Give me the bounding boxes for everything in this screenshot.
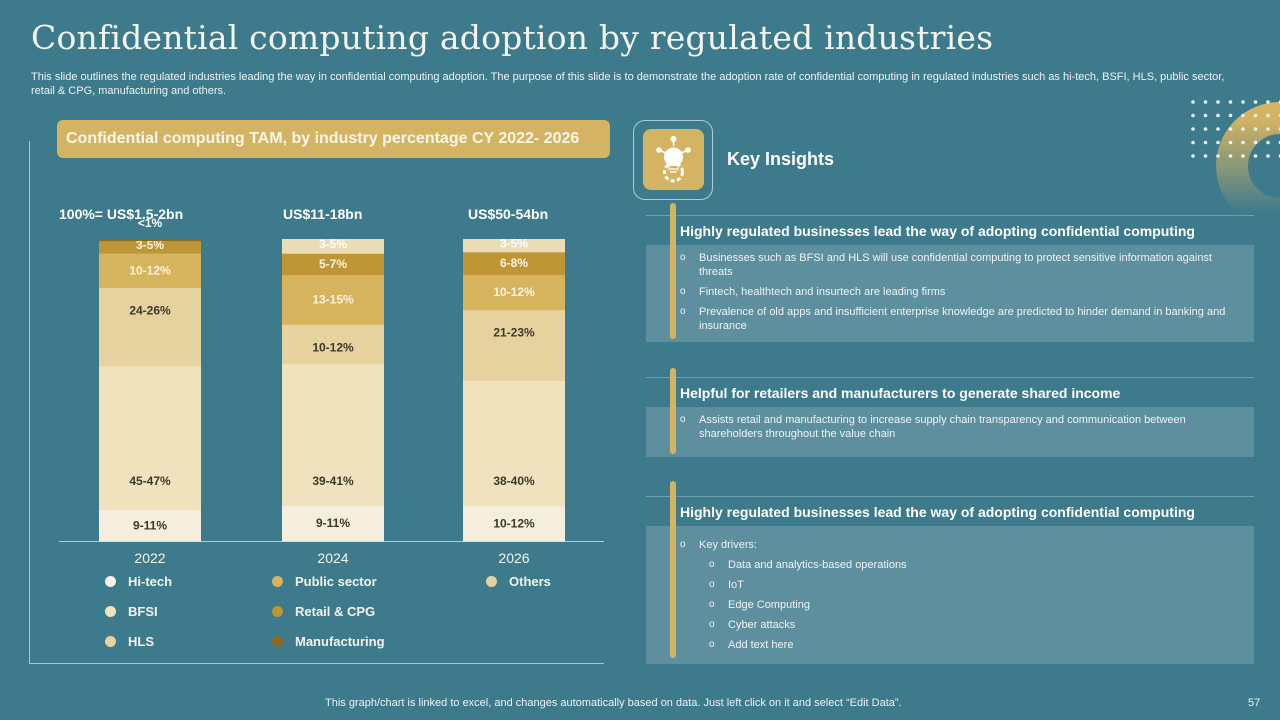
- lightbulb-gear-icon: [643, 129, 704, 190]
- decorative-ring-dots: [1191, 100, 1280, 230]
- x-tick-2026: 2026: [498, 550, 530, 566]
- decor-dot: [1216, 113, 1220, 118]
- bar-total-2026: US$50-54bn: [468, 206, 549, 222]
- insight-bullets: Assists retail and manufacturing to incr…: [680, 413, 1240, 447]
- bullet-item: Prevalence of old apps and insufficient …: [680, 305, 1240, 333]
- decor-dot: [1241, 154, 1245, 158]
- insight-card-1: Highly regulated businesses lead the way…: [646, 203, 1254, 342]
- legend-swatch: [272, 576, 283, 587]
- decor-dot: [1228, 140, 1233, 145]
- decor-dot: [1228, 113, 1233, 118]
- legend-item-manufacturing: Manufacturing: [272, 634, 385, 649]
- decor-dot: [1266, 154, 1270, 158]
- legend-swatch: [105, 636, 116, 647]
- chart-frame: [29, 141, 604, 664]
- decor-dot: [1241, 140, 1245, 145]
- decor-dot: [1203, 113, 1208, 118]
- insight-bullets: Businesses such as BFSI and HLS will use…: [680, 251, 1240, 339]
- insight-card-2: Helpful for retailers and manufacturers …: [646, 368, 1254, 457]
- slide-title: Confidential computing adoption by regul…: [31, 18, 994, 57]
- decor-dot: [1203, 100, 1208, 104]
- accent-bar: [670, 481, 676, 658]
- footer-note: This graph/chart is linked to excel, and…: [325, 697, 902, 709]
- legend-swatch: [105, 606, 116, 617]
- decor-dot: [1266, 113, 1270, 118]
- bullet-item: Fintech, healthtech and insurtech are le…: [680, 285, 1240, 299]
- legend-item-public-sector: Public sector: [272, 574, 377, 589]
- legend-swatch: [486, 576, 497, 587]
- insight-heading: Highly regulated businesses lead the way…: [680, 223, 1195, 239]
- legend-label: Retail & CPG: [295, 604, 376, 619]
- decor-dot: [1203, 154, 1208, 158]
- decor-dot: [1253, 127, 1258, 131]
- decor-dot: [1191, 113, 1195, 118]
- sub-bullet-item: Edge Computing: [709, 598, 1240, 612]
- insight-card-3: Highly regulated businesses lead the way…: [646, 481, 1254, 664]
- legend-item-hls: HLS: [105, 634, 154, 649]
- decor-dot: [1228, 127, 1233, 131]
- decor-dot: [1253, 154, 1258, 158]
- legend-item-retail-cpg: Retail & CPG: [272, 604, 375, 619]
- divider: [646, 377, 1254, 378]
- sub-bullet-item: Data and analytics-based operations: [709, 558, 1240, 572]
- legend-swatch: [105, 576, 116, 587]
- divider: [646, 496, 1254, 497]
- legend-item-bfsi: BFSI: [105, 604, 158, 619]
- decor-dot: [1266, 100, 1270, 104]
- legend-label: Manufacturing: [295, 634, 385, 649]
- bullet-item: Assists retail and manufacturing to incr…: [680, 413, 1240, 441]
- decor-dot: [1253, 140, 1258, 145]
- decor-dot: [1253, 113, 1258, 118]
- x-tick-2022: 2022: [134, 550, 166, 566]
- legend-label: Public sector: [295, 574, 377, 589]
- decor-dot: [1241, 100, 1245, 104]
- legend-swatch: [272, 606, 283, 617]
- decor-dot: [1253, 100, 1258, 104]
- bar-total-2022: 100%= US$1.5-2bn: [59, 206, 184, 222]
- page-number: 57: [1248, 697, 1261, 709]
- sub-bullet-item: Add text here: [709, 638, 1240, 652]
- insight-heading: Helpful for retailers and manufacturers …: [680, 385, 1121, 401]
- legend-label: Hi-tech: [128, 574, 173, 589]
- accent-bar: [670, 203, 676, 339]
- sub-bullet-item: IoT: [709, 578, 1240, 592]
- x-tick-2024: 2024: [317, 550, 349, 566]
- decor-dot: [1191, 154, 1195, 158]
- key-insights-title: Key Insights: [727, 149, 835, 169]
- decor-dot: [1216, 100, 1220, 104]
- legend-item-hi-tech: Hi-tech: [105, 574, 172, 589]
- decor-dot: [1228, 100, 1233, 104]
- decor-dot: [1203, 127, 1208, 131]
- decor-dot: [1241, 127, 1245, 131]
- key-insights-icon-frame: [633, 120, 713, 200]
- legend-label: BFSI: [128, 604, 158, 619]
- decor-dot: [1216, 140, 1220, 145]
- decor-dot: [1216, 154, 1220, 158]
- divider: [646, 215, 1254, 216]
- legend-item-others: Others: [486, 574, 551, 589]
- decor-dot: [1203, 140, 1208, 145]
- sub-bullet-item: Cyber attacks: [709, 618, 1240, 632]
- accent-bar: [670, 368, 676, 454]
- bullet-item: Businesses such as BFSI and HLS will use…: [680, 251, 1240, 279]
- bullet-item: Key drivers:: [680, 538, 1240, 552]
- decor-dot: [1191, 140, 1195, 145]
- bar-total-2024: US$11-18bn: [283, 206, 363, 222]
- decor-dot: [1191, 127, 1195, 131]
- decor-dot: [1266, 127, 1270, 131]
- insight-bullets: Key drivers: Data and analytics-based op…: [680, 538, 1240, 658]
- decor-dot: [1266, 140, 1270, 145]
- decor-dot: [1191, 100, 1195, 104]
- chart-title: Confidential computing TAM, by industry …: [57, 120, 610, 158]
- slide-subtitle: This slide outlines the regulated indust…: [31, 71, 1225, 97]
- legend-label: Others: [509, 574, 551, 589]
- decor-dot: [1241, 113, 1245, 118]
- insight-heading: Highly regulated businesses lead the way…: [680, 504, 1195, 520]
- legend-label: HLS: [128, 634, 154, 649]
- decor-dot: [1228, 154, 1233, 158]
- decor-dot: [1216, 127, 1220, 131]
- legend-swatch: [272, 636, 283, 647]
